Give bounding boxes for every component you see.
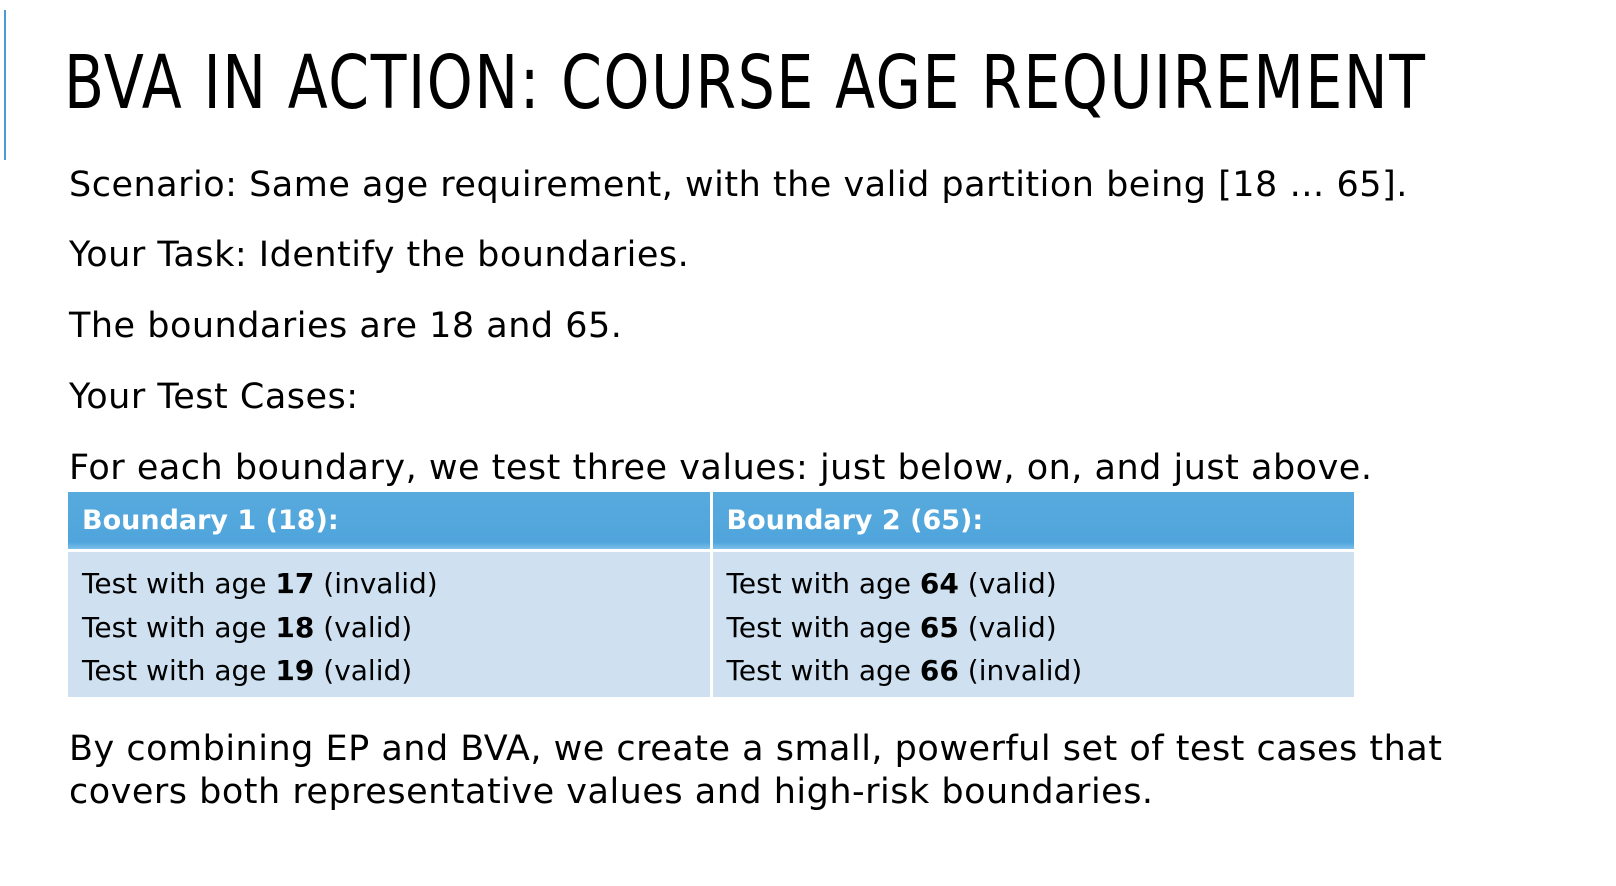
- table-row: Test with age 17 (invalid) Test with age…: [68, 551, 1354, 697]
- test-cases-heading: Your Test Cases:: [69, 375, 359, 419]
- boundary-1-header: Boundary 1 (18):: [68, 492, 711, 551]
- boundary-2-cases: Test with age 64 (valid) Test with age 6…: [711, 551, 1354, 697]
- test-case: Test with age 17 (invalid): [82, 562, 710, 606]
- boundary-1-cases: Test with age 17 (invalid) Test with age…: [68, 551, 711, 697]
- case-result: (valid): [314, 611, 412, 644]
- boundaries-text: The boundaries are 18 and 65.: [69, 304, 622, 348]
- case-result: (invalid): [314, 567, 437, 600]
- title-accent-bar: [4, 10, 6, 160]
- test-case: Test with age 64 (valid): [727, 562, 1355, 606]
- test-case: Test with age 65 (valid): [727, 606, 1355, 650]
- test-case: Test with age 66 (invalid): [727, 649, 1355, 693]
- test-case: Test with age 18 (valid): [82, 606, 710, 650]
- slide-title: BVA IN ACTION: COURSE AGE REQUIREMENT: [64, 38, 1427, 128]
- method-text: For each boundary, we test three values:…: [69, 446, 1372, 490]
- table-header-row: Boundary 1 (18): Boundary 2 (65):: [68, 492, 1354, 551]
- case-prefix: Test with age: [727, 567, 920, 600]
- case-prefix: Test with age: [82, 611, 275, 644]
- task-text: Your Task: Identify the boundaries.: [69, 233, 689, 277]
- case-prefix: Test with age: [82, 654, 275, 687]
- test-case: Test with age 19 (valid): [82, 649, 710, 693]
- case-prefix: Test with age: [82, 567, 275, 600]
- case-age: 66: [920, 654, 959, 687]
- case-result: (invalid): [959, 654, 1082, 687]
- case-result: (valid): [959, 611, 1057, 644]
- boundary-table: Boundary 1 (18): Boundary 2 (65): Test w…: [68, 492, 1354, 697]
- case-result: (valid): [314, 654, 412, 687]
- scenario-text: Scenario: Same age requirement, with the…: [69, 163, 1408, 207]
- case-age: 18: [275, 611, 314, 644]
- case-prefix: Test with age: [727, 611, 920, 644]
- case-age: 17: [275, 567, 314, 600]
- case-prefix: Test with age: [727, 654, 920, 687]
- case-age: 64: [920, 567, 959, 600]
- case-age: 19: [275, 654, 314, 687]
- case-result: (valid): [959, 567, 1057, 600]
- case-age: 65: [920, 611, 959, 644]
- closing-text: By combining EP and BVA, we create a sma…: [69, 728, 1569, 814]
- boundary-2-header: Boundary 2 (65):: [711, 492, 1354, 551]
